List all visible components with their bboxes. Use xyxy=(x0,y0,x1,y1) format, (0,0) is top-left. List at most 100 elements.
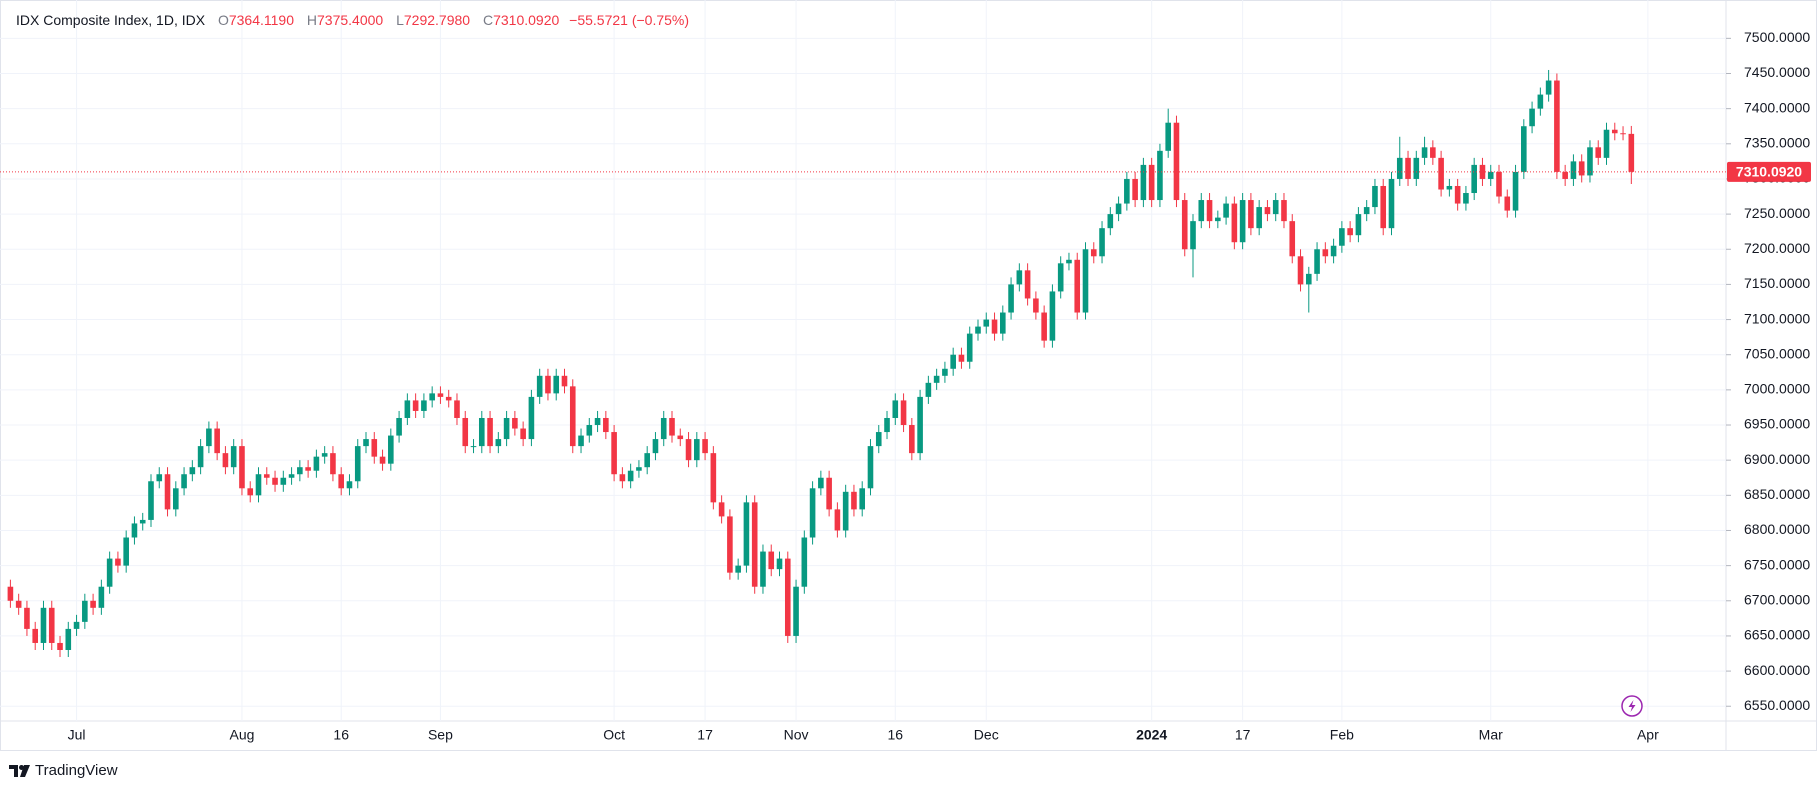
candle-body xyxy=(561,375,568,387)
candle-body xyxy=(1562,171,1568,179)
icon-bolt[interactable] xyxy=(1628,700,1636,712)
candle-body xyxy=(520,428,526,440)
candle-body xyxy=(1148,164,1155,201)
candle-body xyxy=(512,417,518,429)
x-tick-label: Sep xyxy=(428,727,453,743)
candle-body xyxy=(834,509,841,531)
candle-body xyxy=(801,537,808,587)
candle-body xyxy=(991,319,998,334)
replay-icon[interactable] xyxy=(1621,695,1643,717)
y-tick-label: 6850.0000 xyxy=(1744,486,1810,502)
candle-body xyxy=(743,502,750,566)
x-tick-label: Jul xyxy=(68,727,86,743)
candle-body xyxy=(1024,270,1031,299)
candle-body xyxy=(652,439,659,454)
candle-body xyxy=(206,428,212,447)
candle-body xyxy=(263,474,270,478)
candle-body xyxy=(495,439,502,447)
candle-body xyxy=(1322,249,1329,257)
candle-body xyxy=(553,375,560,394)
candle-body xyxy=(1413,157,1420,179)
candle-body xyxy=(478,417,485,447)
candle-body xyxy=(1570,161,1577,179)
y-tick-label: 7450.0000 xyxy=(1744,64,1810,80)
candle-body xyxy=(40,607,47,643)
candle-body xyxy=(1132,178,1138,201)
candle-body xyxy=(1297,256,1304,285)
candle-body xyxy=(1537,94,1544,109)
candle-body xyxy=(1066,259,1072,264)
candle-body xyxy=(1057,263,1064,292)
candle-body xyxy=(1099,228,1105,257)
candle-body xyxy=(826,477,832,510)
candle-body xyxy=(1248,200,1254,229)
candle-body xyxy=(1041,312,1047,341)
candle-body xyxy=(90,600,96,608)
candle-body xyxy=(528,396,535,440)
candle-body xyxy=(115,558,121,566)
y-tick-label: 6700.0000 xyxy=(1744,591,1810,607)
candle-body xyxy=(1446,185,1453,190)
candle-body xyxy=(1463,193,1469,204)
branding[interactable]: TradingView xyxy=(9,762,118,779)
x-tick-label: Nov xyxy=(784,727,809,743)
candle-body xyxy=(445,396,452,401)
candle-body xyxy=(1198,200,1205,222)
y-tick-label: 6750.0000 xyxy=(1744,556,1810,572)
candle-body xyxy=(1405,157,1411,179)
candle-body xyxy=(1355,214,1362,236)
y-tick-label: 6650.0000 xyxy=(1744,627,1810,643)
candle-body xyxy=(1107,214,1114,229)
candle-body xyxy=(536,375,543,397)
candle-body xyxy=(1554,80,1560,172)
candle-body xyxy=(503,417,510,440)
high-key: H xyxy=(306,12,318,28)
candle-body xyxy=(1620,133,1626,135)
candle-body xyxy=(1611,129,1618,134)
low-value: 7292.7980 xyxy=(403,12,471,28)
candle-body xyxy=(627,470,634,482)
candle-body xyxy=(1396,157,1403,179)
candle-body xyxy=(859,488,866,510)
candle-body xyxy=(421,400,427,411)
y-tick-label: 7050.0000 xyxy=(1744,345,1810,361)
candle-body xyxy=(818,477,824,489)
y-tick-label: 7350.0000 xyxy=(1744,135,1810,151)
candle-body xyxy=(1124,178,1130,204)
candle-body xyxy=(437,393,444,397)
candle-body xyxy=(776,558,783,570)
low-key: L xyxy=(396,12,404,28)
candle-body xyxy=(1173,122,1180,201)
candle-body xyxy=(98,586,105,608)
candle-body xyxy=(1281,200,1287,222)
candle-body xyxy=(718,502,725,517)
axes: 6550.0000 6600.0000 6650.0000 6700.0000 6750… xyxy=(68,29,1811,743)
candle-body xyxy=(371,439,378,457)
candle-body xyxy=(15,600,22,608)
candle-body xyxy=(1330,245,1337,257)
candle-body xyxy=(751,502,758,587)
last-price-box xyxy=(1727,161,1811,182)
candle-body xyxy=(139,519,146,524)
candle-body xyxy=(966,333,973,362)
brand-logo[interactable] xyxy=(9,764,31,778)
logo-part[interactable] xyxy=(9,764,18,777)
candle-body xyxy=(255,474,262,496)
x-tick-label: Dec xyxy=(974,727,999,743)
candle-body xyxy=(1305,273,1312,285)
candle-body xyxy=(1206,200,1213,222)
y-tick-label: 7000.0000 xyxy=(1744,381,1810,397)
x-tick-label: Apr xyxy=(1637,727,1659,743)
candle-body xyxy=(875,432,882,447)
y-tick-label: 7100.0000 xyxy=(1744,310,1810,326)
candle-body xyxy=(1223,203,1229,218)
candle-body xyxy=(694,439,700,461)
candle-body xyxy=(313,456,320,471)
candle-body xyxy=(1115,203,1122,215)
logo-part[interactable] xyxy=(20,764,30,777)
legend-header: IDX Composite Index, 1D, IDX O7364.1190 … xyxy=(16,12,689,28)
candle-body xyxy=(1578,161,1585,176)
candle-body xyxy=(1215,217,1221,222)
candle-body xyxy=(735,565,741,573)
brand-name[interactable]: TradingView xyxy=(35,762,118,779)
